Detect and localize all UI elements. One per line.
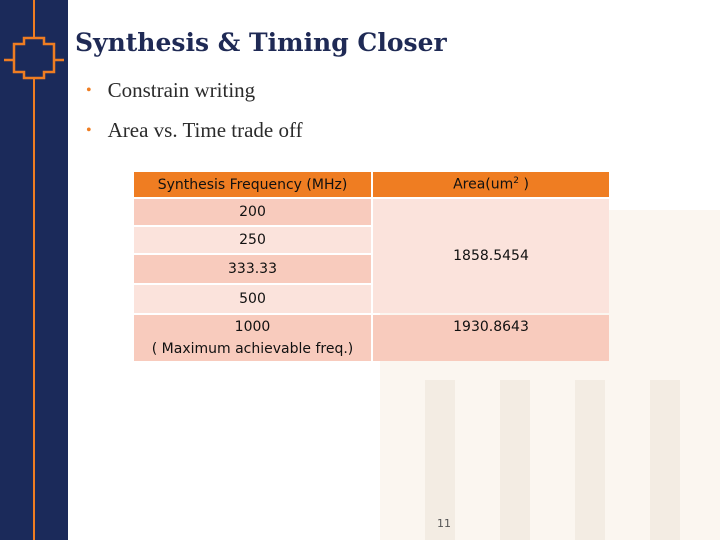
cell-note: ( Maximum achievable freq.) [151, 341, 354, 357]
cell: 250 [134, 227, 371, 253]
superscript: 2 [513, 176, 519, 187]
cell: 1858.5454 [373, 199, 609, 313]
slide-title: Synthesis & Timing Closer [75, 28, 447, 57]
row: 250 [134, 227, 609, 253]
cell: 333.33 [134, 255, 371, 283]
bullet: • Area vs. Time trade off [86, 118, 303, 142]
header-cell: Area(um2 ) [373, 172, 609, 197]
bullet-text: Area vs. Time trade off [107, 118, 303, 142]
cell: 500 [134, 285, 371, 313]
cell: 1930.8643 [373, 315, 609, 361]
row: 333.33 [134, 255, 609, 283]
bullet: • Constrain writing [86, 78, 256, 102]
bg-column [650, 380, 680, 540]
header-cell: Synthesis Frequency (MHz) [134, 172, 371, 197]
header-text: ) [519, 176, 529, 193]
page-number: 11 [437, 517, 451, 530]
bullet-text: Constrain writing [107, 78, 256, 102]
cell-text: 1000 [234, 319, 271, 335]
row: 500 [134, 285, 609, 313]
bg-column [575, 380, 605, 540]
cell: 200 [134, 199, 371, 225]
row: 1000 ( Maximum achievable freq.) 1930.864… [134, 315, 609, 361]
row: 200 1858.5454 [134, 199, 609, 313]
header-text: Area(um [453, 176, 514, 193]
bg-column [425, 380, 455, 540]
header-row: Synthesis Frequency (MHz) Area(um2 ) [134, 172, 609, 197]
bg-column [500, 380, 530, 540]
data-table: Synthesis Frequency (MHz) Area(um2 ) 200… [132, 170, 611, 363]
cell: 1000 ( Maximum achievable freq.) [134, 315, 371, 361]
